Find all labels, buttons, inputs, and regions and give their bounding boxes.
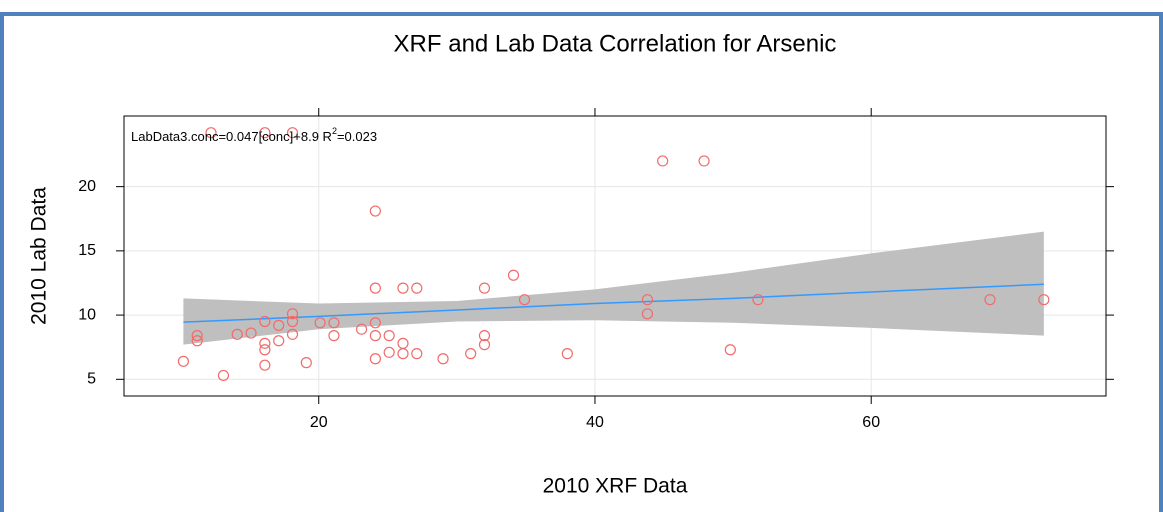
data-point [286,315,299,328]
data-point [259,344,271,356]
data-point [355,323,368,335]
annotation: LabData3.conc=0.047[conc]+8.9 R2=0.023 [131,126,377,144]
y-axis-label: 2010 Lab Data [28,187,51,325]
data-point [231,328,243,340]
y-tick-label: 10 [78,306,96,323]
data-point [245,327,257,339]
annotation-text: LabData3.conc=0.047[conc]+8.9 R [131,129,332,144]
data-point [507,269,520,281]
data-point [657,155,669,167]
data-point [478,339,491,351]
data-point [411,282,423,294]
data-point [259,315,271,328]
data-point [328,317,340,329]
x-tick-label: 40 [586,414,604,431]
data-point [397,348,409,360]
data-point [259,359,271,371]
data-point [1038,294,1050,306]
data-point [286,127,299,139]
data-point [314,317,326,329]
data-point [561,348,573,360]
data-point [217,369,230,382]
y-tick-label: 15 [78,242,96,259]
data-point [259,337,271,349]
data-point [641,294,654,306]
data-point [724,344,736,356]
data-point [397,282,409,294]
data-point [369,205,381,217]
data-point [465,348,477,360]
data-point [328,330,340,342]
data-point [286,328,299,340]
annotation-superscript: 2 [332,126,337,136]
y-tick-label: 5 [87,371,96,388]
plot-border [123,115,1107,397]
data-point [191,335,203,347]
x-tick-label: 20 [310,414,328,431]
data-point [698,155,710,167]
data-point [369,282,381,294]
data-point [478,282,491,294]
data-point [518,294,531,306]
x-tick-label: 60 [862,414,880,431]
data-point [273,335,285,347]
x-axis-label: 2010 XRF Data [543,475,688,498]
data-point [478,330,491,342]
data-point [286,308,299,320]
data-point [273,319,285,331]
data-point [177,355,189,367]
data-point [369,317,381,329]
chart-title: XRF and Lab Data Correlation for Arsenic [394,30,837,57]
y-tick-label: 20 [78,178,96,195]
fit-line [183,283,1044,323]
data-point [752,294,764,306]
data-point [984,294,996,306]
plot-area: 20 40 60 5 10 15 20 [78,108,1114,431]
data-point [641,308,654,320]
data-point [369,330,381,342]
data-point [437,353,449,365]
data-point [411,348,423,360]
confidence-band [183,231,1044,345]
data-point [205,127,217,139]
frame [0,12,1163,512]
data-point [383,346,395,358]
annotation-suffix: =0.023 [337,129,377,144]
data-point [300,357,312,369]
data-point [191,330,203,342]
data-point [259,127,271,139]
data-point [383,330,395,342]
data-point [369,353,381,365]
data-point [397,337,409,349]
